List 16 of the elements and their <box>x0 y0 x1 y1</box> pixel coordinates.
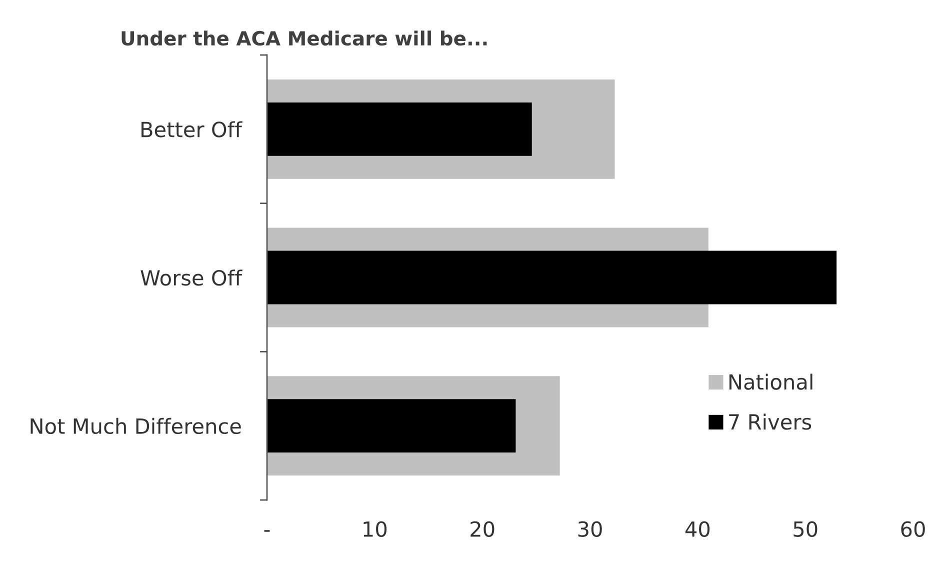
y-tick-label: Not Much Difference <box>30 418 241 434</box>
bar <box>267 250 837 304</box>
x-tick-label: 20 <box>470 521 494 537</box>
y-tick-label: Worse Off <box>140 270 242 286</box>
chart-title: Under the ACA Medicare will be... <box>122 30 487 46</box>
bar <box>267 102 532 156</box>
x-tick-label: 60 <box>901 521 925 537</box>
x-tick-label: 40 <box>685 521 710 537</box>
bar <box>267 399 516 453</box>
legend-label: National <box>729 374 812 390</box>
x-tick-label: 30 <box>578 521 602 537</box>
x-tick-label: - <box>264 530 270 532</box>
x-tick-label: 10 <box>364 521 387 537</box>
x-tick-label: 50 <box>794 521 818 537</box>
y-tick-label: Better Off <box>142 121 242 138</box>
legend-label: 7 Rivers <box>729 414 812 430</box>
